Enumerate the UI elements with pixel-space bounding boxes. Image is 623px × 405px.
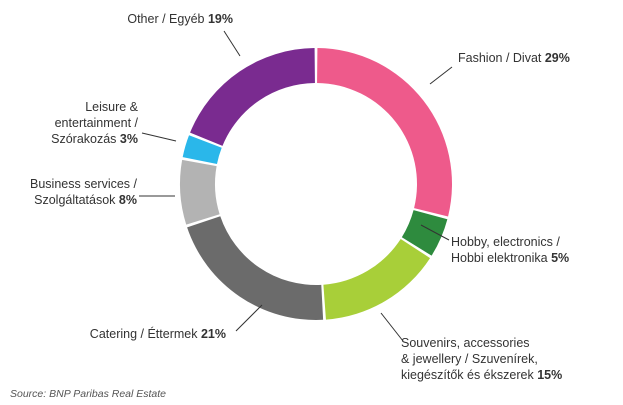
donut-slice: [187, 216, 324, 320]
leader-line: [235, 304, 263, 332]
leader-line: [141, 132, 177, 142]
donut-slice: [179, 159, 220, 225]
slice-label: Szórakozás 3%: [51, 132, 138, 146]
slice-label: entertainment /: [55, 116, 139, 130]
slice-value-label: 3%: [120, 132, 138, 146]
slice-value-label: 5%: [551, 251, 569, 265]
slice-label: Catering / Éttermek 21%: [90, 326, 226, 341]
donut-slice: [401, 210, 448, 256]
slice-value-label: 15%: [537, 368, 562, 382]
source-note: Source: BNP Paribas Real Estate: [10, 388, 167, 400]
slice-label: Souvenirs, accessories: [401, 336, 530, 350]
slice-label: Leisure &: [85, 100, 138, 114]
slice-value-label: 21%: [201, 327, 226, 341]
donut-slice: [323, 239, 431, 320]
donut-slice: [190, 48, 315, 146]
slice-label: Fashion / Divat 29%: [458, 51, 570, 65]
slice-value-label: 29%: [545, 51, 570, 65]
leader-line: [223, 30, 241, 57]
leader-line: [429, 66, 453, 85]
slice-label: Hobby, electronics /: [451, 235, 560, 249]
slice-label: Other / Egyéb 19%: [127, 12, 233, 26]
leader-line: [380, 312, 404, 342]
slice-label: & jewellery / Szuvenírek,: [401, 352, 538, 366]
donut-slice: [317, 48, 452, 217]
slice-label: kiegészítők és ékszerek 15%: [401, 368, 562, 382]
slice-label: Business services /: [30, 177, 138, 191]
slice-label: Hobbi elektronika 5%: [451, 251, 569, 265]
slice-label: Szolgáltatások 8%: [34, 193, 137, 207]
slice-value-label: 19%: [208, 12, 233, 26]
slice-value-label: 8%: [119, 193, 137, 207]
donut-slice: [182, 135, 222, 165]
leader-line: [420, 224, 450, 241]
